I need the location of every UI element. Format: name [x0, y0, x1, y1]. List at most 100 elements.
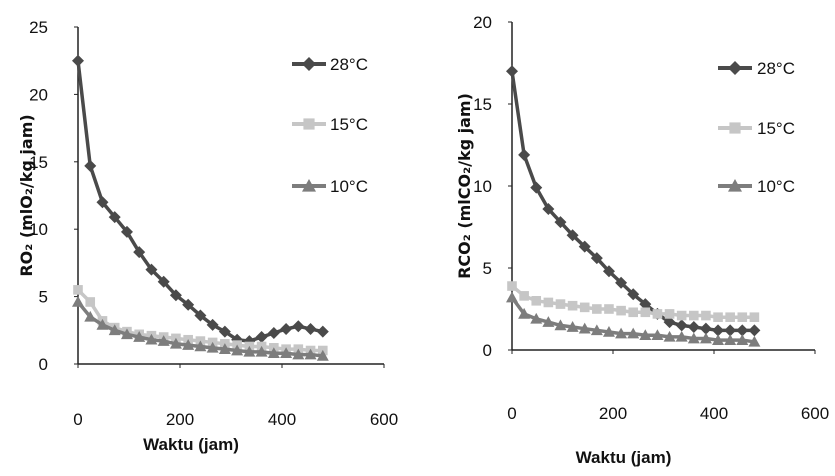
data-point [84, 159, 97, 172]
data-point [543, 297, 554, 308]
data-point [243, 345, 256, 357]
y-axis-label: RO₂ (mlO₂/kg jam) [17, 114, 36, 276]
data-point [267, 347, 280, 359]
data-point [231, 344, 244, 356]
data-point [194, 340, 207, 352]
legend-label: 28°C [330, 55, 368, 74]
legend-marker [303, 118, 315, 130]
data-point [157, 275, 170, 288]
data-point [519, 291, 529, 301]
data-point [85, 297, 96, 307]
data-point [736, 324, 749, 337]
data-point [749, 312, 760, 322]
y-tick-label: 25 [29, 18, 48, 37]
data-point [566, 229, 579, 242]
data-point [652, 309, 663, 319]
data-point [566, 321, 579, 332]
data-point [639, 329, 652, 341]
legend-entry: 28°C [292, 55, 368, 74]
data-point [542, 316, 555, 327]
y-tick-label: 15 [473, 95, 492, 114]
data-point [663, 330, 676, 342]
legend-entry: 28°C [718, 59, 795, 78]
x-tick-label: 600 [801, 404, 829, 423]
legend-marker [302, 57, 316, 71]
data-point [555, 299, 566, 309]
data-point [206, 318, 219, 331]
data-point [725, 312, 735, 322]
data-point [748, 324, 761, 337]
data-point [507, 281, 517, 291]
data-point [145, 263, 158, 276]
data-point [736, 334, 749, 345]
data-point [280, 322, 293, 335]
data-point [578, 240, 591, 253]
x-tick-label: 600 [370, 410, 398, 429]
x-tick-label: 200 [166, 410, 194, 429]
data-point [675, 319, 688, 332]
data-point [518, 307, 531, 319]
data-point [687, 321, 700, 334]
data-point [255, 345, 268, 357]
data-point [676, 310, 687, 321]
data-point [689, 310, 699, 321]
x-tick-label: 0 [73, 410, 82, 429]
data-point [651, 329, 664, 341]
data-point [712, 324, 725, 337]
y-tick-label: 10 [29, 220, 48, 239]
data-point [218, 325, 231, 338]
data-point [687, 332, 700, 344]
data-point [590, 252, 603, 265]
data-point [194, 309, 207, 322]
data-point [712, 334, 725, 345]
data-point [639, 298, 652, 311]
y-tick-label: 10 [473, 177, 492, 196]
data-point [602, 325, 615, 337]
data-point [675, 330, 688, 342]
data-point [108, 324, 121, 336]
data-point [616, 305, 626, 316]
x-tick-label: 400 [700, 404, 728, 423]
data-point [531, 296, 542, 306]
data-point [84, 310, 97, 322]
data-point [96, 318, 109, 330]
data-point [748, 335, 761, 347]
data-point [255, 331, 268, 344]
data-point [120, 225, 133, 238]
data-point [664, 309, 675, 319]
data-point [554, 216, 567, 229]
legend-label: 28°C [757, 59, 795, 78]
data-point [628, 307, 638, 318]
data-point [169, 337, 182, 349]
series-line [76, 60, 324, 343]
y-tick-label: 5 [483, 259, 492, 278]
data-point [157, 335, 170, 346]
chart-1: 0 5 10 15 20 25 0 200 400 600 RO₂ (mlO₂/kg jam) Wak… [17, 18, 398, 454]
data-point [518, 148, 531, 161]
data-point [554, 319, 567, 331]
data-point [590, 324, 603, 336]
data-point [737, 312, 748, 322]
data-point [292, 320, 305, 333]
data-point [602, 265, 615, 278]
data-point [280, 347, 293, 359]
y-tick-label: 15 [29, 153, 48, 172]
data-point [292, 348, 305, 360]
data-point [506, 65, 518, 78]
legend-entry: 10°C [292, 177, 368, 196]
series-28°C [72, 54, 329, 348]
data-point [316, 325, 329, 338]
data-point [133, 331, 146, 342]
y-tick-label: 20 [29, 85, 48, 104]
data-point [530, 181, 543, 194]
legend-marker [728, 61, 742, 75]
data-point [108, 211, 121, 224]
data-point [72, 295, 84, 307]
series-10°C [506, 291, 761, 347]
y-tick-label: 5 [39, 288, 48, 307]
y-tick-label: 0 [39, 355, 48, 374]
data-point [615, 276, 628, 289]
data-point [218, 343, 231, 354]
series-15°C [507, 281, 760, 322]
